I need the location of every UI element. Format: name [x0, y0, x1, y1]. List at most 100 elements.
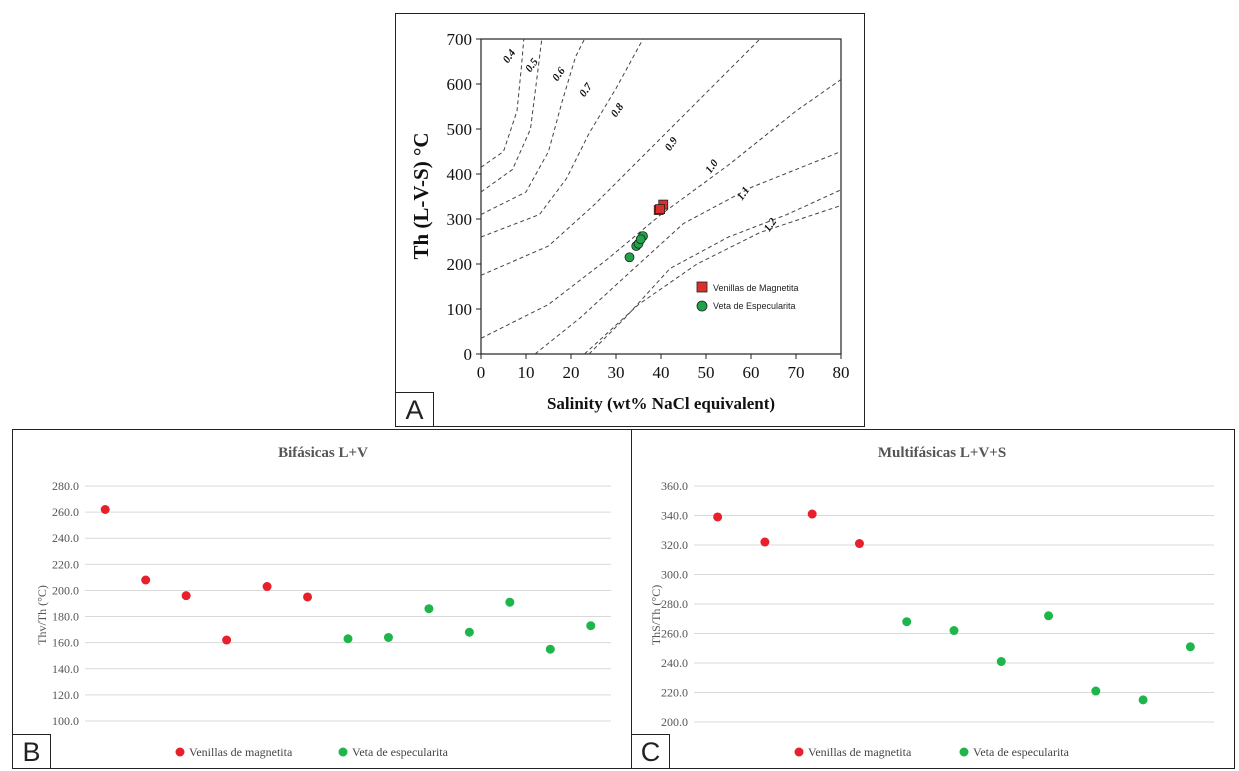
chart-c-svg: Multifásicas L+V+S 200.0 220.0 240.0 260.0 2…: [649, 445, 1214, 759]
y-tick-label: 280.0: [52, 479, 79, 493]
isochore-line-0.7: [480, 38, 644, 238]
data-point-especularita: [424, 604, 434, 614]
data-point-especularita: [1044, 611, 1054, 621]
data-point-magnetita: [222, 635, 232, 645]
data-point-magnetita: [303, 592, 313, 602]
legend-marker-magnetita-b: [175, 747, 185, 757]
chart-title-b: Bifásicas L+V: [278, 445, 368, 461]
y-tick-label: 280.0: [661, 597, 688, 611]
y-tick-label: 200.0: [661, 715, 688, 729]
isochore-label-0.9: 0.9: [663, 135, 681, 154]
data-point-magnetita-a: [655, 204, 666, 215]
y-tick-label: 300.0: [661, 568, 688, 582]
panel-label-a: A: [396, 392, 434, 426]
isochore-label-0.8: 0.8: [609, 101, 627, 120]
legend-label-especularita-a: Veta de Especularita: [713, 301, 796, 311]
chart-title-c: Multifásicas L+V+S: [878, 445, 1006, 461]
legend-marker-especularita-a: [696, 300, 708, 312]
y-tick-label: 260.0: [52, 505, 79, 519]
legend-marker-especularita-c: [959, 747, 969, 757]
legend-label-magnetita-c: Venillas de magnetita: [808, 745, 912, 759]
isochore-label-0.7: 0.7: [577, 81, 595, 100]
legend-label-especularita-b: Veta de especularita: [352, 745, 449, 759]
y-tick-label: 100.0: [52, 714, 79, 728]
legend-label-magnetita-a: Venillas de Magnetita: [713, 283, 799, 293]
isochore-line-1.2: [584, 205, 842, 355]
data-point-especularita: [545, 644, 555, 654]
y-tick-label: 360.0: [661, 479, 688, 493]
legend-marker-magnetita-a: [696, 281, 708, 293]
y-tick-label: 140.0: [52, 662, 79, 676]
y-tick-label: 220.0: [661, 686, 688, 700]
x-axis-label-a: Salinity (wt% NaCl equivalent): [547, 394, 775, 413]
y-axis-label-c: ThS/Th (°C): [649, 585, 663, 645]
isochore-line-0.5: [480, 38, 543, 193]
data-point-especularita: [586, 621, 596, 631]
isochore-label-0.5: 0.5: [523, 56, 541, 75]
y-tick-label-a: 500: [447, 120, 473, 139]
isochore-line-0.4: [480, 38, 525, 168]
x-tick-label-a: 10: [518, 363, 535, 382]
legend-label-magnetita-b: Venillas de magnetita: [189, 745, 293, 759]
isochore-line-0.8: [480, 38, 761, 276]
data-point-especularita: [343, 634, 353, 644]
data-point-magnetita: [854, 539, 864, 549]
isochore-line-1.0: [534, 151, 842, 355]
panel-b: Bifásicas L+V 100.0 120.0 140.0 160.0 180.0 2…: [12, 429, 632, 769]
x-tick-label-a: 50: [698, 363, 715, 382]
data-point-magnetita: [760, 537, 770, 547]
panel-label-b: B: [13, 734, 51, 768]
y-tick-label: 200.0: [52, 583, 79, 597]
data-point-especularita: [1138, 695, 1148, 705]
data-point-especularita-a: [635, 234, 646, 245]
isochore-label-0.6: 0.6: [550, 65, 568, 84]
y-axis-label-a: Th (L-V-S) °C: [409, 132, 433, 259]
y-tick-label: 240.0: [52, 531, 79, 545]
data-point-especularita: [505, 597, 515, 607]
y-tick-label: 260.0: [661, 627, 688, 641]
legend-label-especularita-c: Veta de especularita: [973, 745, 1070, 759]
legend-marker-especularita-b: [338, 747, 348, 757]
data-point-especularita: [1091, 686, 1101, 696]
y-tick-label-a: 200: [447, 255, 473, 274]
data-point-especularita: [996, 657, 1006, 667]
y-tick-label-a: 400: [447, 165, 473, 184]
data-point-magnetita: [262, 582, 272, 592]
x-tick-label-a: 70: [788, 363, 805, 382]
y-tick-label: 220.0: [52, 557, 79, 571]
data-point-especularita: [902, 617, 912, 627]
data-point-especularita: [383, 632, 393, 642]
y-tick-label: 180.0: [52, 610, 79, 624]
data-point-magnetita: [713, 512, 723, 522]
y-tick-label: 160.0: [52, 636, 79, 650]
x-tick-label-a: 30: [608, 363, 625, 382]
data-point-especularita: [949, 626, 959, 636]
legend-marker-magnetita-c: [794, 747, 804, 757]
y-tick-label-a: 300: [447, 210, 473, 229]
x-tick-label-a: 60: [743, 363, 760, 382]
y-tick-label: 320.0: [661, 538, 688, 552]
y-tick-label-a: 700: [447, 30, 473, 49]
y-tick-label-a: 100: [447, 300, 473, 319]
y-tick-label: 340.0: [661, 509, 688, 523]
y-tick-label: 120.0: [52, 688, 79, 702]
chart-b-svg: Bifásicas L+V 100.0 120.0 140.0 160.0 180.0 2…: [35, 445, 611, 759]
y-tick-label-a: 600: [447, 75, 473, 94]
x-tick-label-a: 20: [563, 363, 580, 382]
data-point-magnetita: [181, 591, 191, 601]
y-axis-label-b: Thv/Th (°C): [35, 585, 49, 645]
isochore-line-0.6: [480, 38, 585, 215]
isochore-label-0.4: 0.4: [501, 47, 519, 66]
isochore-label-1.1: 1.1: [735, 185, 753, 203]
data-point-especularita: [464, 627, 474, 637]
data-point-magnetita: [141, 575, 151, 585]
data-point-magnetita: [807, 509, 817, 519]
data-point-especularita-a: [624, 252, 635, 263]
panel-label-c: C: [632, 734, 670, 768]
data-point-magnetita: [100, 505, 110, 514]
chart-a-svg: 0 10 20 30 40 50 60 70 800100200300400500600700 …: [409, 30, 850, 413]
isochore-line-1.1: [588, 189, 842, 355]
y-tick-label-a: 0: [464, 345, 473, 364]
panel-a: 0 10 20 30 40 50 60 70 80 0 100 200 300 400 500 600 700 …: [395, 13, 865, 427]
x-tick-label-a: 40: [653, 363, 670, 382]
